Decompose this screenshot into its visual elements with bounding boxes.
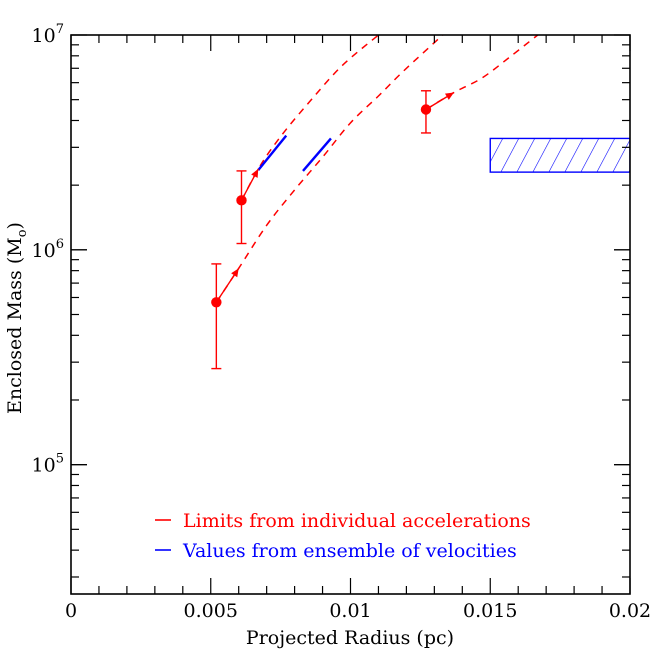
acceleration-arrow-head	[444, 92, 454, 100]
x-tick-label: 0.005	[184, 600, 238, 622]
data-point	[420, 104, 432, 115]
y-tick-label-exponent: 7	[56, 22, 64, 37]
x-tick-label: 0.015	[463, 600, 517, 622]
acceleration-limit-curve	[240, 35, 379, 201]
y-tick-label: 107	[32, 22, 64, 47]
y-tick-label-exponent: 6	[56, 237, 64, 252]
legend-label-accelerations: Limits from individual accelerations	[183, 510, 531, 532]
acceleration-arrow-head	[251, 168, 259, 178]
x-tick-label: 0	[65, 600, 77, 622]
y-tick-label: 106	[32, 237, 64, 262]
y-axis-label: Enclosed Mass (Mo)	[4, 222, 30, 414]
y-axis-label-close: )	[4, 222, 26, 229]
tick-layer	[70, 34, 631, 594]
y-tick-label-base: 10	[32, 25, 56, 47]
acceleration-limit-curve	[215, 35, 444, 303]
x-tick-label: 0.02	[609, 600, 651, 622]
y-tick-label-exponent: 5	[56, 452, 64, 467]
acceleration-limit-curve	[425, 35, 539, 111]
ensemble-mass-band	[489, 137, 630, 173]
y-axis-label-main: Enclosed Mass (M	[4, 237, 26, 414]
legend: Limits from individual accelerations Val…	[155, 510, 531, 562]
y-tick-label-base: 10	[32, 240, 56, 262]
y-tick-label: 105	[32, 452, 64, 477]
legend-label-velocities: Values from ensemble of velocities	[182, 540, 517, 562]
band-layer	[489, 137, 630, 173]
curve-layer	[215, 35, 539, 303]
velocity-segment	[257, 134, 288, 171]
x-tick-label: 0.01	[329, 600, 371, 622]
x-axis-label: Projected Radius (pc)	[246, 627, 454, 649]
point-layer	[211, 90, 455, 370]
acceleration-arrow-head	[231, 268, 239, 278]
y-tick-label-base: 10	[32, 455, 56, 477]
velocity-segment	[302, 137, 332, 172]
y-axis-label-sub: o	[15, 229, 30, 237]
